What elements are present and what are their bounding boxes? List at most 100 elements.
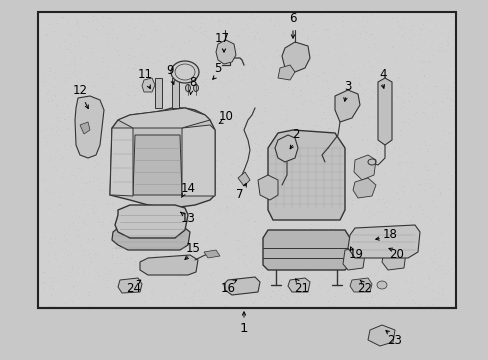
Point	[55, 152, 62, 158]
Point	[202, 69, 209, 75]
Point	[428, 295, 436, 301]
Point	[47, 282, 55, 287]
Point	[295, 55, 303, 60]
Point	[225, 97, 233, 103]
Point	[253, 30, 261, 35]
Point	[419, 73, 427, 78]
Point	[207, 79, 215, 85]
Point	[216, 205, 224, 211]
Point	[55, 201, 62, 207]
Point	[83, 34, 91, 40]
Point	[257, 273, 265, 278]
Point	[386, 91, 393, 97]
Point	[235, 73, 243, 79]
Point	[297, 88, 305, 94]
Point	[387, 44, 395, 50]
Point	[409, 246, 417, 252]
Point	[233, 138, 241, 144]
Point	[156, 52, 163, 58]
Point	[285, 203, 293, 209]
Point	[439, 48, 447, 54]
Point	[325, 253, 332, 258]
Point	[47, 292, 55, 298]
Point	[251, 113, 259, 119]
Point	[441, 122, 448, 128]
Point	[91, 209, 99, 215]
Point	[282, 213, 289, 219]
Point	[414, 181, 422, 187]
Point	[340, 297, 348, 302]
Point	[171, 199, 179, 205]
Point	[222, 194, 230, 200]
Point	[276, 102, 284, 108]
Point	[302, 212, 309, 218]
Point	[125, 215, 133, 220]
Point	[53, 103, 61, 108]
Point	[198, 79, 206, 85]
Point	[254, 167, 262, 173]
Text: 20: 20	[389, 248, 404, 261]
Point	[209, 280, 217, 285]
Point	[69, 62, 77, 68]
Point	[398, 240, 406, 246]
Point	[242, 242, 250, 248]
Point	[120, 83, 127, 89]
Point	[143, 262, 151, 268]
Point	[384, 274, 391, 279]
Point	[154, 133, 162, 139]
Point	[91, 164, 99, 170]
Point	[438, 99, 446, 105]
Point	[221, 293, 229, 298]
Polygon shape	[381, 245, 405, 270]
Point	[395, 223, 403, 229]
Point	[304, 268, 312, 274]
Point	[60, 38, 68, 44]
Point	[86, 49, 94, 55]
Point	[393, 75, 401, 81]
Point	[288, 163, 296, 168]
Point	[394, 153, 402, 159]
Point	[188, 80, 196, 85]
Point	[201, 193, 208, 199]
Point	[228, 208, 236, 213]
Point	[446, 129, 453, 135]
Point	[288, 231, 296, 237]
Point	[346, 217, 354, 223]
Point	[185, 162, 193, 168]
Point	[289, 12, 297, 17]
Point	[188, 82, 196, 87]
Point	[434, 264, 442, 269]
Point	[448, 38, 456, 44]
Point	[132, 152, 140, 158]
Point	[76, 55, 84, 61]
Point	[449, 253, 457, 259]
Point	[381, 297, 389, 303]
Point	[433, 192, 441, 198]
Point	[263, 274, 271, 280]
Point	[221, 277, 228, 283]
Point	[369, 212, 377, 218]
Point	[211, 163, 219, 169]
Point	[65, 208, 73, 213]
Point	[352, 145, 360, 150]
Point	[240, 158, 247, 164]
Point	[296, 279, 304, 284]
Point	[93, 161, 101, 167]
Point	[387, 227, 395, 233]
Point	[103, 119, 111, 125]
Point	[210, 134, 218, 139]
Point	[217, 110, 224, 116]
Point	[297, 120, 305, 125]
Point	[297, 193, 305, 198]
Point	[356, 264, 364, 270]
Point	[246, 214, 254, 220]
Point	[51, 85, 59, 90]
Point	[446, 96, 454, 102]
Polygon shape	[142, 78, 155, 92]
Point	[303, 73, 311, 79]
Point	[180, 39, 187, 45]
Point	[47, 235, 55, 240]
Point	[290, 217, 298, 222]
Point	[117, 206, 124, 212]
Point	[133, 189, 141, 195]
